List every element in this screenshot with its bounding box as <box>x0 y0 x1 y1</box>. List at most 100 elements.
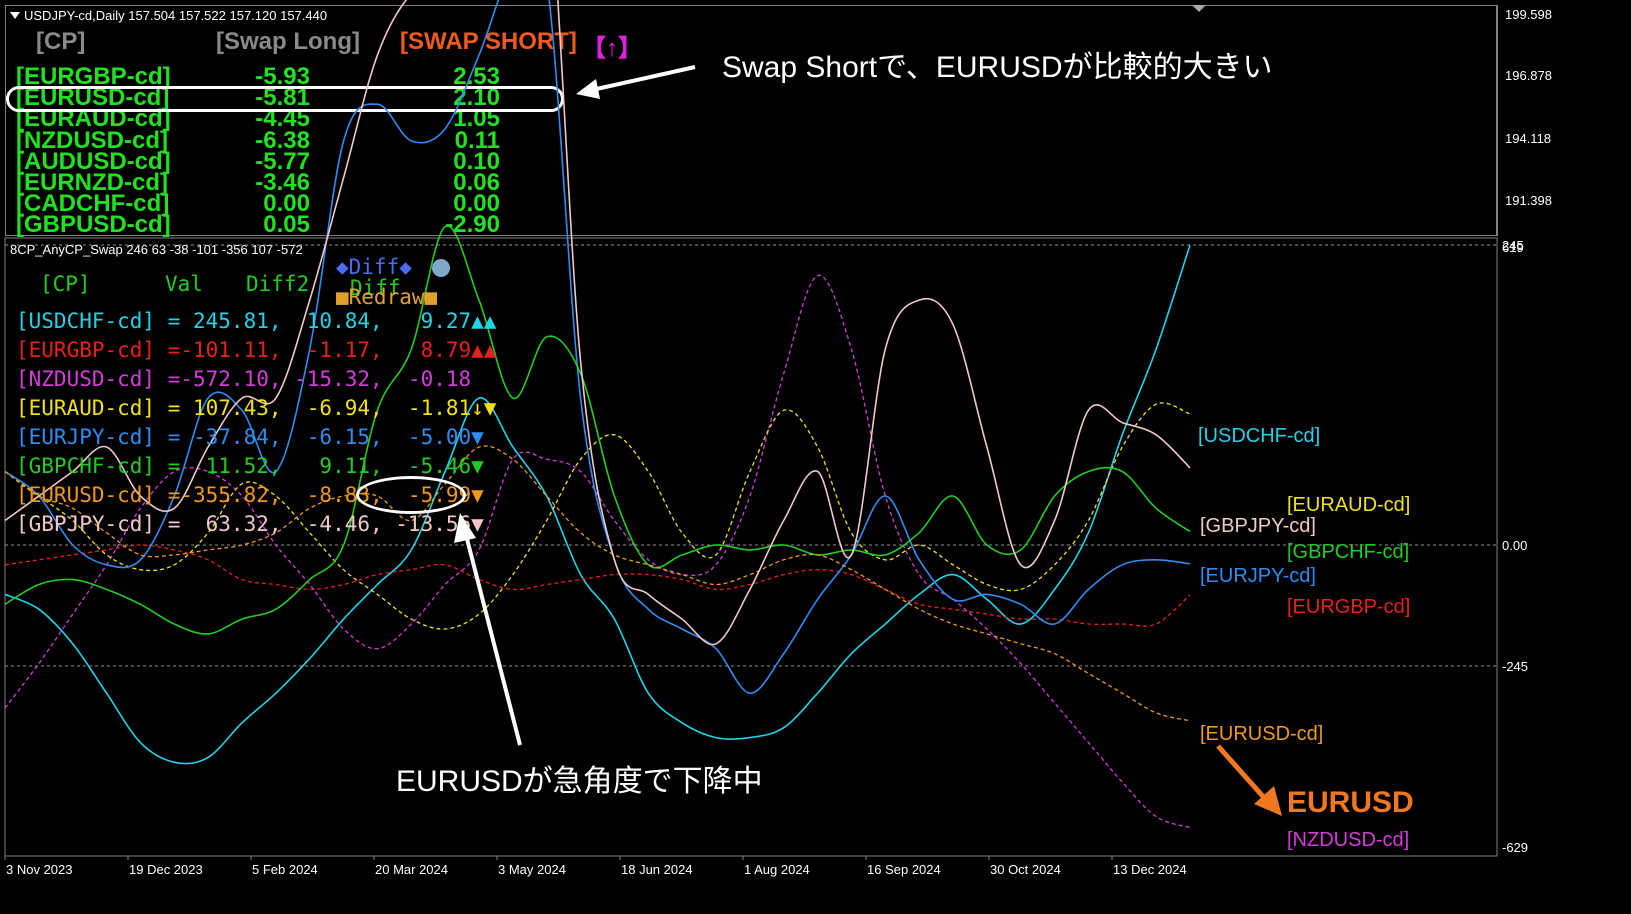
top-header: USDJPY-cd,Daily 157.504 157.522 157.120 … <box>24 8 328 23</box>
cp-row: [EURGBP-cd] =-101.11, -1.17, 8.79▲▲ <box>16 335 496 365</box>
swap-long-cell: -5.77 <box>255 147 310 175</box>
bottom-header: 8CP_AnyCP_Swap 246 63 -38 -101 -356 107 … <box>10 242 303 257</box>
cp-row-marks: ▼ <box>471 425 484 449</box>
bottom-col-diff: Diff <box>350 276 401 300</box>
dropdown-icon[interactable] <box>10 12 20 19</box>
x-tick-label: 3 May 2024 <box>498 862 566 877</box>
cp-row-text: [EURAUD-cd] = 107.43, -6.94, -1.81 <box>16 396 472 420</box>
cp-row: [NZDUSD-cd] =-572.10, -15.32, -0.18 <box>16 364 471 394</box>
cp-row-text: [EURGBP-cd] =-101.11, -1.17, 8.79 <box>16 338 472 362</box>
series-line-eurjpy-cd <box>4 0 1191 695</box>
swap-long-cell: 0.05 <box>263 211 310 239</box>
highlight-ellipse <box>6 86 564 112</box>
col-swap-long: [Swap Long] <box>216 28 360 55</box>
swap-pair-cell: [CADCHF-cd] <box>16 190 170 218</box>
swap-short-cell: 0.10 <box>453 147 500 175</box>
swap-pair-cell: [GBPUSD-cd] <box>16 211 171 239</box>
x-tick-label: 30 Oct 2024 <box>990 862 1061 877</box>
x-tick-label: 5 Feb 2024 <box>252 862 318 877</box>
bottom-col-cp: [CP] <box>40 272 91 296</box>
orange-arrow <box>1216 744 1282 816</box>
x-tick-label: 20 Mar 2024 <box>375 862 448 877</box>
legend-redraw: ■Redraw■ <box>336 285 438 309</box>
x-tick-label: 13 Dec 2024 <box>1113 862 1187 877</box>
cp-row-marks: ▲▲ <box>471 309 497 333</box>
cp-row: [GBPJPY-cd] = 63.32, -4.46, -13.56▼ <box>16 509 484 539</box>
series-end-label: [NZDUSD-cd] <box>1287 829 1409 851</box>
swap-long-cell: -5.81 <box>255 84 310 112</box>
top-axis-label: 196.878 <box>1505 68 1552 83</box>
swap-long-cell: -5.93 <box>255 63 310 90</box>
diff-highlight-ellipse <box>356 476 466 514</box>
x-tick-label: 16 Sep 2024 <box>867 862 941 877</box>
cp-row-marks: ▼ <box>471 512 484 536</box>
swap-short-cell: 0.00 <box>453 190 500 218</box>
cp-row: [USDCHF-cd] = 245.81, 10.84, 9.27▲▲ <box>16 306 496 336</box>
series-end-label: [GBPJPY-cd] <box>1200 515 1316 537</box>
series-line-eurusd-cd <box>4 445 1191 722</box>
swap-long-cell: -6.38 <box>255 126 310 154</box>
swap-pair-cell: [EURGBP-cd] <box>16 63 171 90</box>
legend-diff-dot-icon <box>432 259 450 277</box>
cp-row: [EURAUD-cd] = 107.43, -6.94, -1.81↓▼ <box>16 393 496 423</box>
bottom-annotation: EURUSDが急角度で下降中 <box>396 765 763 798</box>
cp-row-marks: ▼ <box>471 454 484 478</box>
swap-long-cell: -3.46 <box>255 169 310 196</box>
series-end-label: [EURAUD-cd] <box>1287 494 1410 516</box>
x-tick-label: 1 Aug 2024 <box>744 862 810 877</box>
cp-row-text: [GBPCHF-cd] = 11.52, 9.11, -5.46 <box>16 454 472 478</box>
bottom-col-diff2: Diff2 <box>246 272 310 296</box>
swap-long-cell: 0.00 <box>263 190 310 218</box>
top-panel <box>5 5 1497 236</box>
cp-row: [GBPCHF-cd] = 11.52, 9.11, -5.46▼ <box>16 451 484 481</box>
x-tick-label: 18 Jun 2024 <box>621 862 693 877</box>
series-end-label: [EURGBP-cd] <box>1287 596 1410 618</box>
swap-short-cell: 0.11 <box>454 126 500 154</box>
bottom-col-val: Val <box>165 272 203 296</box>
col-swap-short-arrow: 【↑】 <box>582 35 642 62</box>
top-axis-label: 191.398 <box>1505 193 1552 208</box>
swap-short-cell: 0.06 <box>453 169 500 196</box>
cp-row-marks: ▲▲ <box>471 338 497 362</box>
cp-row-text: [USDCHF-cd] = 245.81, 10.84, 9.27 <box>16 309 472 333</box>
series-line-usdchf-cd <box>4 244 1191 765</box>
series-line-eurgbp-cd <box>4 544 1191 627</box>
cp-row-marks: ↓▼ <box>471 396 497 420</box>
top-arrow <box>576 65 696 99</box>
cp-row-marks: ▼ <box>471 483 484 507</box>
cp-row: [EURJPY-cd] = -37.84, -6.15, -5.00▼ <box>16 422 484 452</box>
scroll-marker-icon[interactable] <box>1192 5 1206 12</box>
top-axis-label: 199.598 <box>1505 7 1552 22</box>
y-tick-label: 0.00 <box>1502 538 1527 553</box>
series-end-label: [USDCHF-cd] <box>1198 425 1320 447</box>
series-end-label: [EURUSD-cd] <box>1200 723 1323 745</box>
y-tick-label: 245 <box>1502 238 1524 253</box>
series-line-gbpjpy-cd <box>4 0 1191 646</box>
col-swap-short: [SWAP SHORT] <box>400 28 577 55</box>
cp-row-text: [NZDUSD-cd] =-572.10, -15.32, -0.18 <box>16 367 472 391</box>
eurusd-big-label: EURUSD <box>1287 786 1414 819</box>
swap-pair-cell: [AUDUSD-cd] <box>16 147 171 175</box>
series-line-gbpchf-cd <box>4 225 1191 635</box>
top-axis <box>1497 5 1498 236</box>
legend-diff: ◆Diff◆ <box>336 255 412 279</box>
x-tick-label: 3 Nov 2023 <box>6 862 73 877</box>
top-axis-label: 194.118 <box>1505 131 1552 146</box>
y-tick-label: 619 <box>1502 240 1524 255</box>
swap-pair-cell: [EURNZD-cd] <box>16 169 168 196</box>
bottom-arrow <box>454 513 522 746</box>
swap-pair-cell: [NZDUSD-cd] <box>16 126 168 154</box>
cp-row-text: [EURJPY-cd] = -37.84, -6.15, -5.00 <box>16 425 472 449</box>
cp-row-text: [GBPJPY-cd] = 63.32, -4.46, -13.56 <box>16 512 472 536</box>
swap-short-cell: 2.53 <box>453 63 500 90</box>
series-end-label: [GBPCHF-cd] <box>1287 541 1409 563</box>
x-tick-label: 19 Dec 2023 <box>129 862 203 877</box>
top-annotation: Swap Shortで、EURUSDが比較的大きい <box>722 51 1273 84</box>
swap-pair-cell: [EURUSD-cd] <box>16 84 170 112</box>
y-tick-label: -629 <box>1502 840 1528 855</box>
y-tick-label: -245 <box>1502 659 1528 674</box>
series-line-euraud-cd <box>4 402 1191 630</box>
series-end-label: [EURJPY-cd] <box>1200 565 1316 587</box>
col-cp: [CP] <box>36 28 86 55</box>
